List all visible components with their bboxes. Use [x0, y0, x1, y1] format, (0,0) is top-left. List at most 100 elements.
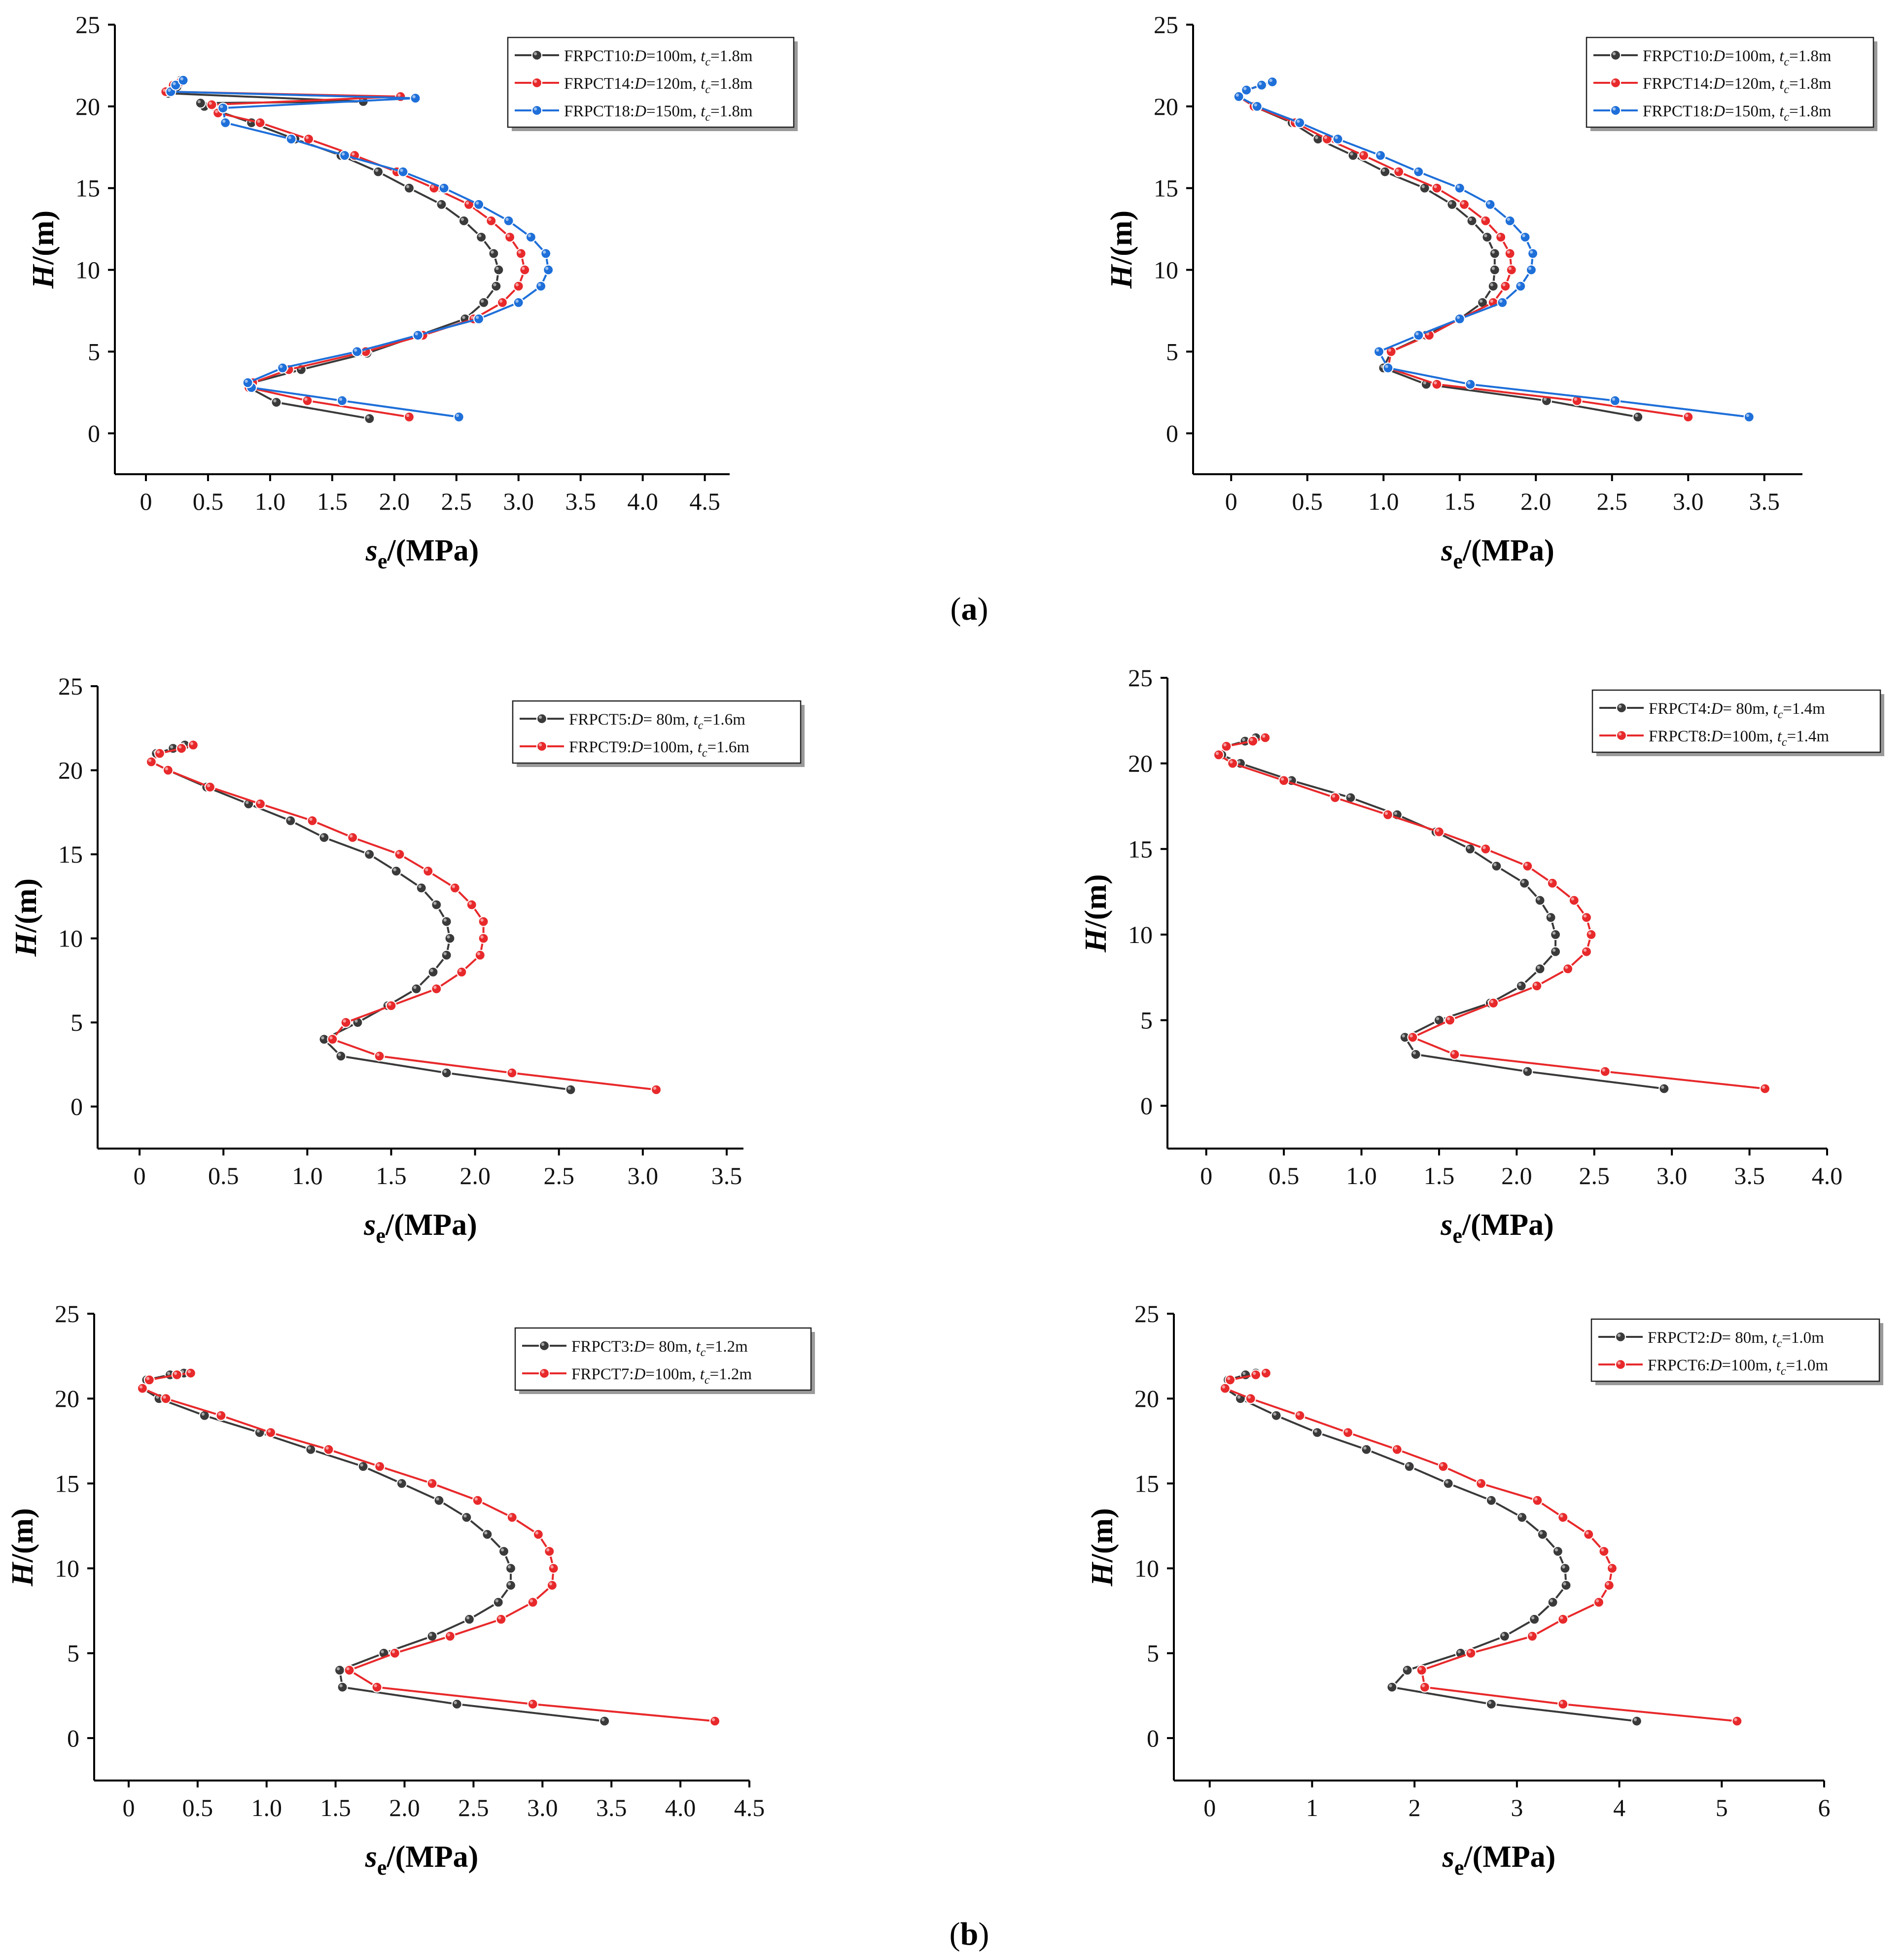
- data-point-highlight: [366, 851, 370, 855]
- data-point: [323, 1444, 334, 1455]
- data-point-highlight: [477, 952, 480, 955]
- data-point-highlight: [484, 1531, 488, 1535]
- data-point-highlight: [1524, 1068, 1528, 1072]
- y-tick-label: 5: [88, 338, 100, 365]
- data-point: [1221, 740, 1232, 752]
- data-point-highlight: [1434, 381, 1437, 384]
- data-point-highlight: [341, 152, 345, 156]
- x-tick-label: 1.5: [317, 488, 348, 515]
- legend-label: FRPCT8:D=100m, tc=1.4m: [1649, 728, 1829, 749]
- data-point: [527, 1698, 538, 1710]
- legend-label: FRPCT9:D=100m, tc=1.6m: [569, 738, 749, 760]
- data-point-highlight: [325, 1446, 329, 1450]
- data-point: [137, 1383, 148, 1394]
- data-point-highlight: [499, 299, 503, 303]
- y-tick-label: 10: [1154, 256, 1178, 283]
- data-point: [1446, 199, 1458, 210]
- data-point-highlight: [1315, 136, 1318, 140]
- data-point-highlight: [1436, 829, 1440, 832]
- data-point-highlight: [1262, 734, 1266, 738]
- data-point: [1458, 199, 1470, 210]
- series-line-red: [1217, 736, 1765, 1090]
- data-point: [1485, 1698, 1497, 1710]
- legend-swatch-marker: [1610, 49, 1622, 61]
- data-point: [285, 134, 297, 145]
- data-point: [1550, 929, 1561, 941]
- x-tick-label: 4.5: [689, 488, 720, 515]
- data-point-highlight: [431, 185, 434, 188]
- y-tick-label: 0: [1140, 1092, 1153, 1119]
- data-point-highlight: [381, 1650, 384, 1653]
- data-point-highlight: [321, 834, 324, 838]
- data-point: [1599, 1066, 1611, 1077]
- data-point-highlight: [267, 1429, 271, 1433]
- data-point-highlight: [1534, 1497, 1538, 1501]
- data-point: [397, 166, 409, 177]
- y-tick-label: 10: [55, 1555, 79, 1582]
- data-point: [1410, 1048, 1421, 1060]
- data-point-highlight: [398, 1480, 402, 1484]
- data-point-highlight: [550, 1565, 554, 1569]
- data-point: [1393, 166, 1405, 177]
- data-point-highlight: [1612, 397, 1616, 401]
- data-point-highlight: [436, 1497, 439, 1501]
- data-point-highlight: [360, 1463, 363, 1467]
- data-point: [1586, 929, 1597, 941]
- data-point: [339, 150, 351, 161]
- data-point: [1495, 232, 1507, 243]
- data-point: [532, 1529, 544, 1540]
- data-point-highlight: [1377, 152, 1381, 156]
- legend-swatch-marker-highlight: [1612, 107, 1616, 111]
- data-point-highlight: [173, 82, 176, 85]
- data-point-highlight: [321, 1036, 324, 1040]
- x-axis-title: se/(MPa): [365, 534, 479, 573]
- data-point: [1361, 1444, 1372, 1455]
- data-point-highlight: [1394, 811, 1398, 815]
- legend-swatch-marker: [531, 105, 543, 116]
- data-point: [1683, 411, 1694, 423]
- legend-entry: FRPCT2:D= 80m, tc=1.0m: [1598, 1329, 1824, 1350]
- data-point: [277, 362, 288, 374]
- data-point: [416, 882, 427, 894]
- data-point-highlight: [1478, 1480, 1481, 1484]
- legend-box: [514, 1327, 812, 1391]
- data-point: [1515, 280, 1526, 292]
- data-point-highlight: [1360, 152, 1364, 156]
- data-point: [1603, 1579, 1615, 1591]
- data-point: [1527, 248, 1539, 259]
- data-point-highlight: [1382, 169, 1385, 172]
- data-point-highlight: [1388, 349, 1391, 352]
- legend-swatch-marker-highlight: [1618, 732, 1622, 736]
- data-point: [145, 756, 157, 768]
- legend-label: FRPCT14:D=120m, tc=1.8m: [1643, 75, 1832, 96]
- data-point-highlight: [443, 952, 447, 955]
- data-point: [1449, 1048, 1460, 1060]
- data-point-highlight: [279, 365, 283, 368]
- data-point-highlight: [1528, 267, 1532, 270]
- data-point-highlight: [1762, 1085, 1765, 1089]
- data-point-highlight: [418, 885, 422, 888]
- y-tick-label: 25: [1128, 664, 1153, 692]
- legend-swatch-marker: [1615, 1331, 1626, 1343]
- chart-a-left: 0 0.5 1.0 1.5 2.0 2.5 3.0 3.5 4.0 4.5 0 5 10 15 20 25 se…: [27, 11, 798, 573]
- data-point: [426, 1478, 438, 1489]
- data-point: [1583, 1529, 1594, 1540]
- data-point-highlight: [1250, 738, 1253, 741]
- data-point: [1631, 1715, 1642, 1727]
- legend-label: FRPCT10:D=100m, tc=1.8m: [1643, 47, 1832, 69]
- legend-swatch-marker-highlight: [541, 1370, 545, 1374]
- y-tick-label: 0: [1166, 419, 1178, 447]
- series-line-black: [141, 1372, 605, 1722]
- data-point-highlight: [1457, 1650, 1461, 1653]
- data-point: [1404, 1461, 1415, 1472]
- data-point: [444, 933, 456, 944]
- data-point-highlight: [1415, 169, 1419, 172]
- data-point-highlight: [528, 234, 531, 238]
- data-point-highlight: [509, 1070, 512, 1073]
- data-point-highlight: [1490, 283, 1493, 286]
- data-point-highlight: [1549, 880, 1552, 883]
- series-black: [1219, 1367, 1642, 1727]
- y-tick-label: 0: [71, 1093, 83, 1120]
- y-tick-label: 0: [67, 1724, 79, 1752]
- data-point-highlight: [1404, 1667, 1408, 1671]
